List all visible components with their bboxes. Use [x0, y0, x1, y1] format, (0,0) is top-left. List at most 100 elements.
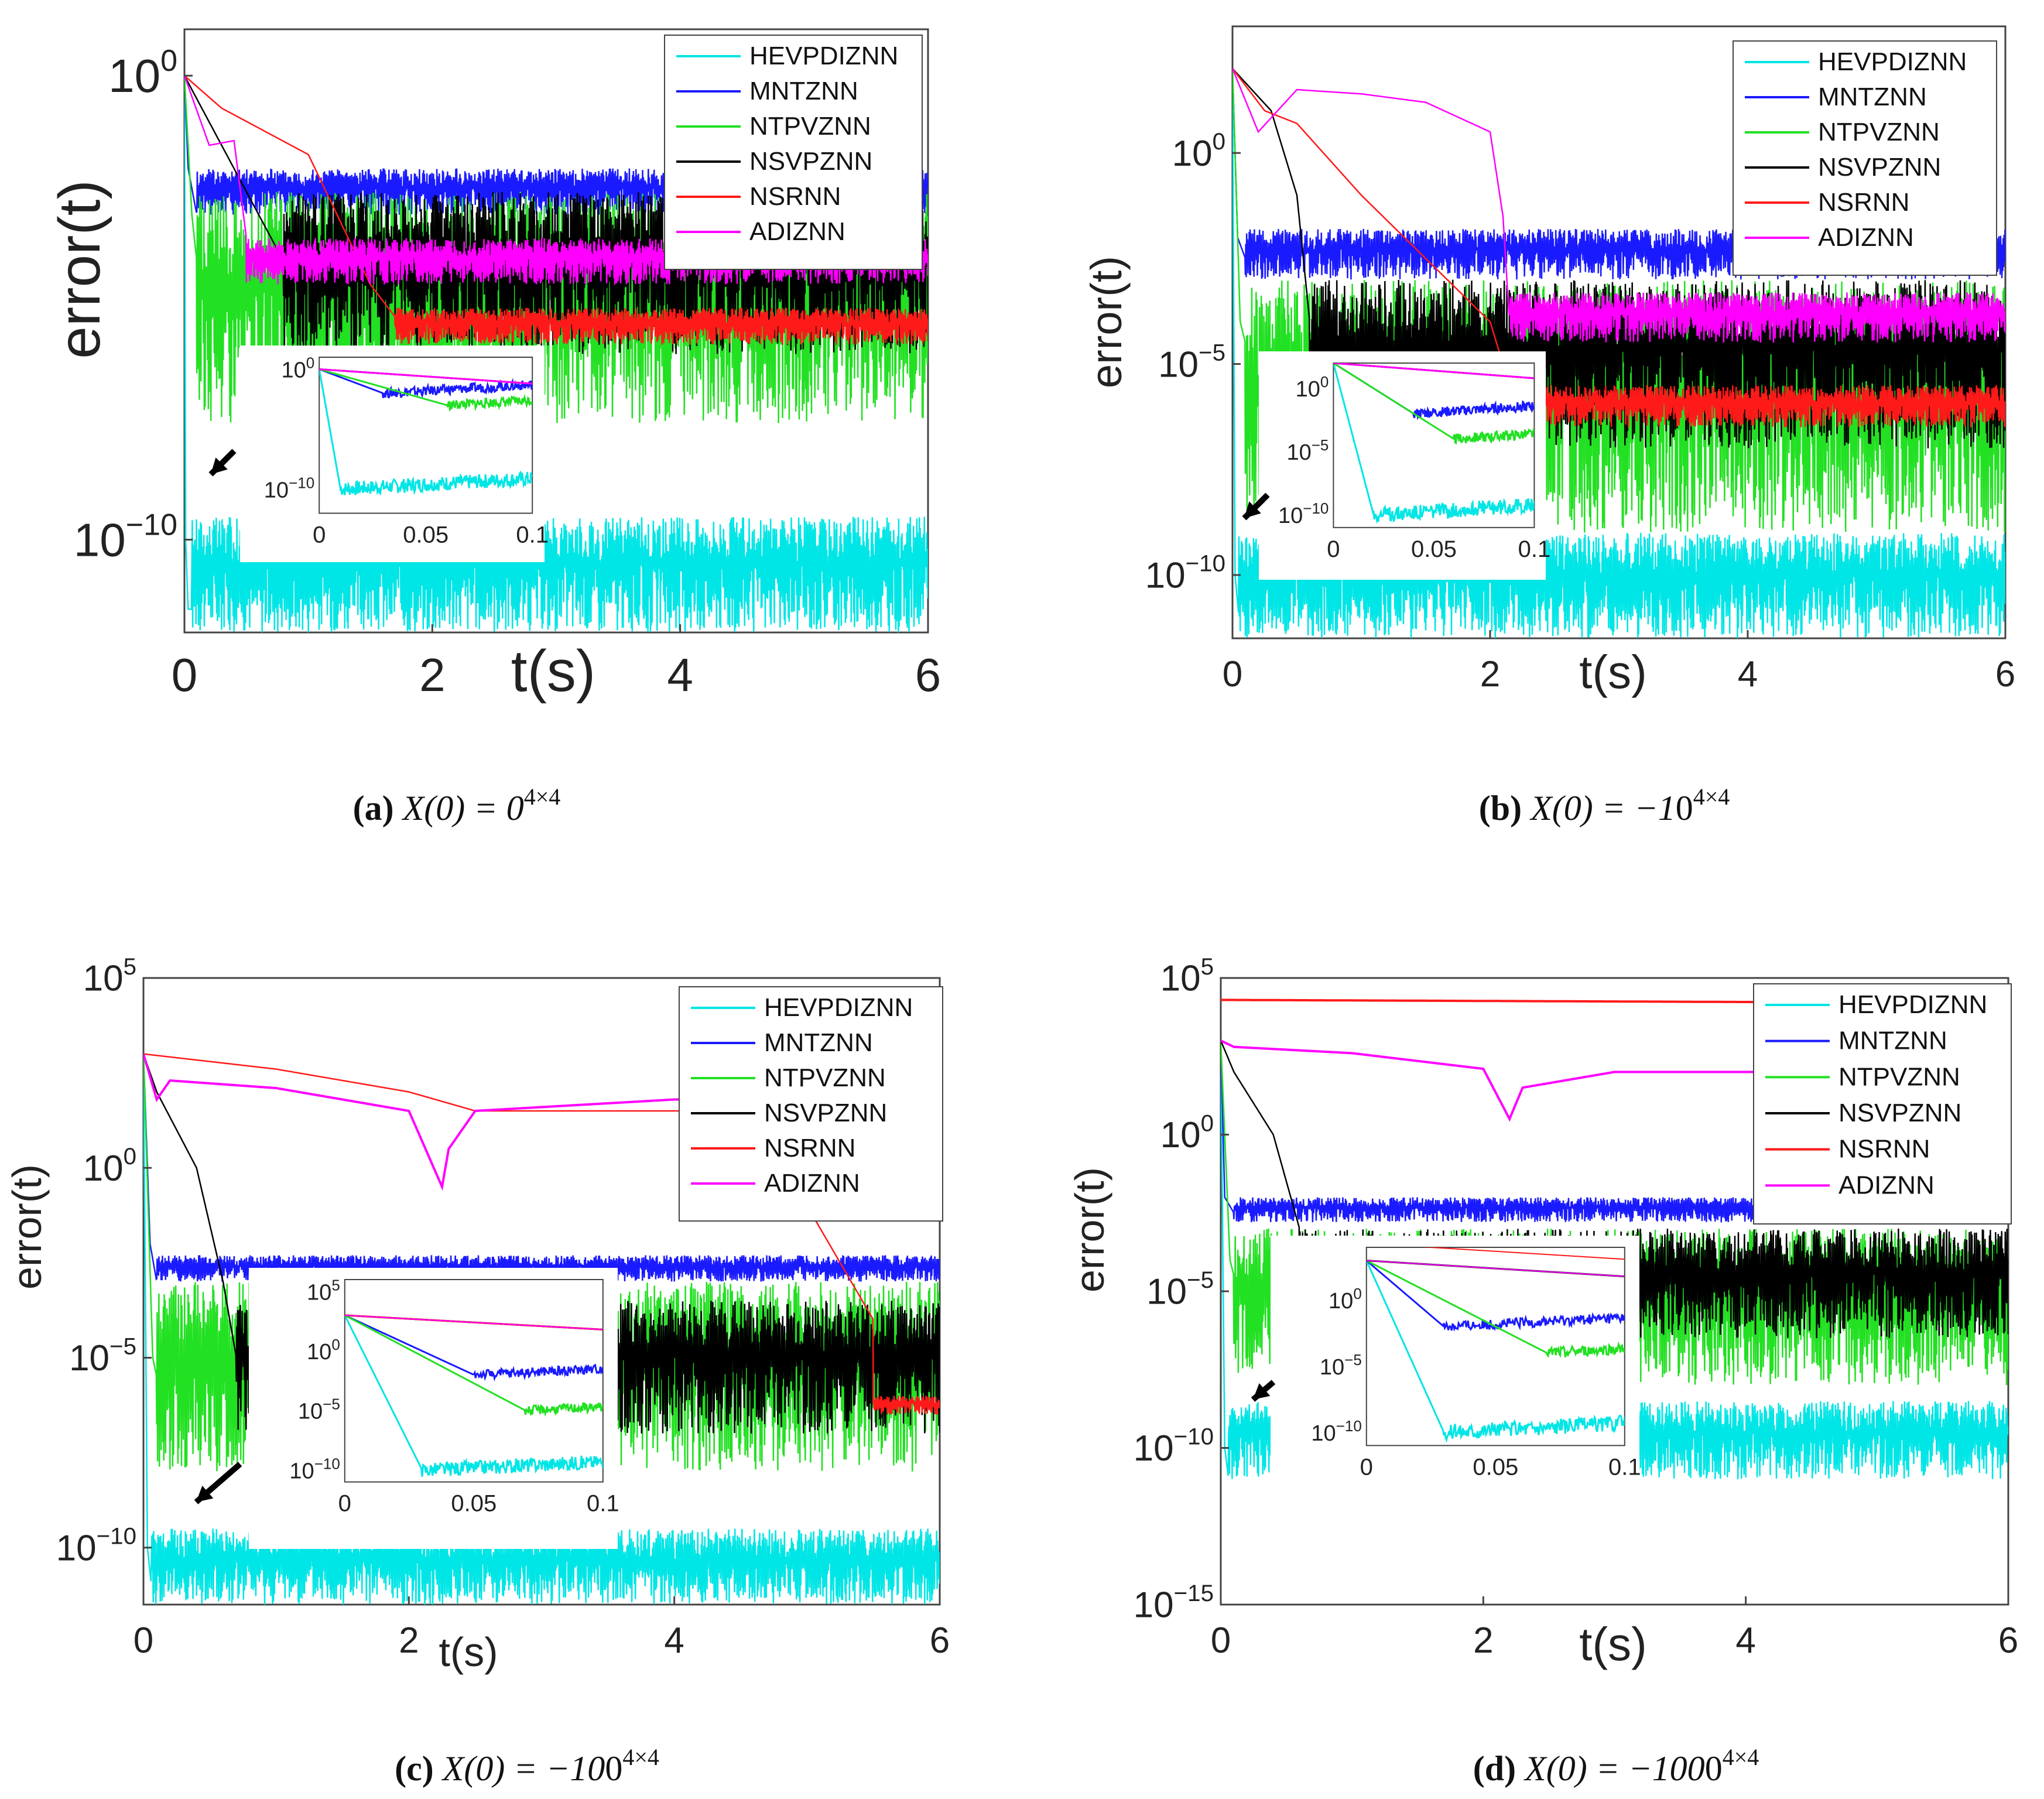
inset-y-tick-label: 10−10 [1311, 1417, 1361, 1446]
inset-y-tick-base: 10 [289, 1459, 314, 1483]
y-tick-base: 10 [56, 1528, 97, 1568]
inset-series-NTPVZNN [1366, 1260, 1625, 1358]
inset-series-ADIZNN [319, 368, 533, 385]
caption-superscript: 4×4 [524, 784, 561, 810]
y-tick-label: 100 [1160, 1110, 1214, 1155]
legend-label: NSRNN [764, 1134, 855, 1162]
inset-y-tick-label: 10−5 [298, 1396, 340, 1424]
y-tick-base: 10 [1146, 1272, 1187, 1312]
legend: HEVPDIZNN MNTZNN NTPVZNN NSVPZNN NSRNN ADIZNN [1753, 983, 2012, 1225]
y-tick-label: 10−10 [56, 1523, 136, 1569]
inset-x-tick-label: 0 [1327, 536, 1340, 562]
y-tick-label: 10−5 [1158, 339, 1225, 385]
inset-y-tick-exponent: −10 [289, 474, 314, 491]
y-axis-label: error(t) [47, 180, 112, 359]
y-tick-exponent: −10 [126, 508, 177, 542]
series-line-NSRNN [184, 75, 928, 345]
inset-y-tick-base: 10 [1329, 1289, 1353, 1314]
x-tick-label: 0 [1211, 1620, 1231, 1661]
y-tick-base: 10 [1158, 344, 1199, 385]
y-tick-base: 10 [1145, 556, 1186, 596]
legend-label: NSRNN [749, 182, 841, 211]
y-axis-label: error(t) [1082, 256, 1131, 388]
y-tick-exponent: −10 [1186, 550, 1225, 577]
inset-y-tick-base: 10 [1311, 1421, 1336, 1446]
legend-label: MNTZNN [1838, 1027, 1947, 1055]
inset-y-tick-exponent: −5 [1344, 1351, 1362, 1369]
legend-label: ADIZNN [749, 217, 845, 246]
x-tick-label: 2 [399, 1620, 419, 1661]
inset-x-tick-label: 0.1 [1518, 536, 1551, 562]
inset-y-tick-label: 10−5 [1286, 436, 1329, 465]
caption-letter: (b) [1479, 789, 1522, 827]
inset-y-tick-base: 10 [1320, 1355, 1344, 1380]
legend-label: NSRNN [1818, 188, 1909, 217]
y-tick-label: 10−5 [69, 1333, 136, 1379]
y-tick-exponent: −10 [1174, 1423, 1214, 1449]
legend-label: NSVPZNN [1838, 1099, 1961, 1127]
x-tick-label: 4 [667, 649, 693, 701]
inset-y-tick-exponent: −10 [1336, 1417, 1362, 1435]
x-tick-label: 0 [1223, 654, 1242, 695]
x-tick-label: 6 [1995, 654, 2015, 695]
x-tick-label: 2 [1473, 1620, 1493, 1661]
series-line-HEVPDIZNN [1232, 69, 2005, 638]
inset-series-NSRNN [1421, 1247, 1625, 1260]
inset-x-tick-label: 0 [313, 522, 326, 548]
zoom-arrow-head [211, 457, 228, 474]
caption-letter: (d) [1473, 1749, 1516, 1788]
inset-series-MNTZNN [344, 1314, 603, 1382]
inset-y-tick-label: 100 [307, 1336, 340, 1364]
inset-y-tick-label: 10−10 [289, 1455, 340, 1483]
caption-superscript: 4×4 [1723, 1744, 1759, 1770]
legend-box [1733, 40, 1997, 276]
legend-label: HEVPDIZNN [1838, 990, 1987, 1019]
y-tick-exponent: 0 [160, 44, 177, 78]
zoom-arrow-head [1244, 501, 1261, 518]
inset-x-tick-label: 0.05 [403, 522, 448, 548]
x-axis-label: t(s) [511, 638, 595, 704]
y-tick-base: 10 [1160, 959, 1201, 999]
inset-y-tick-exponent: 5 [331, 1276, 340, 1294]
y-tick-base: 10 [1160, 1115, 1201, 1155]
caption: (c) X(0) = −1004×4 [395, 1744, 659, 1788]
y-tick-exponent: 0 [1201, 1110, 1214, 1136]
inset-series-MNTZNN [1366, 1260, 1625, 1332]
legend: HEVPDIZNN MNTZNN NTPVZNN NSVPZNN NSRNN ADIZNN [664, 35, 923, 270]
y-tick-label: 105 [83, 953, 136, 999]
caption: (d) X(0) = −10004×4 [1473, 1744, 1759, 1788]
legend-label: NSRNN [1838, 1135, 1930, 1164]
y-tick-label: 10−15 [1134, 1580, 1214, 1626]
legend-box [664, 35, 923, 270]
x-tick-label: 6 [915, 649, 941, 701]
y-tick-exponent: 0 [1213, 128, 1225, 155]
legend-label: ADIZNN [764, 1169, 860, 1198]
inset-series-HEVPDIZNN [319, 369, 533, 495]
caption-expression: X(0) = 0 [394, 789, 524, 827]
series-line-ADIZNN [1232, 68, 2005, 343]
caption-expression: X(0) = −100 [1516, 1749, 1705, 1788]
zoom-arrow-head [196, 1485, 214, 1502]
y-tick-exponent: 5 [124, 953, 136, 980]
y-tick-exponent: −5 [1187, 1267, 1214, 1293]
inset-y-tick-exponent: −5 [323, 1396, 340, 1413]
inset-y-tick-exponent: 0 [331, 1336, 340, 1353]
y-tick-exponent: 0 [124, 1143, 136, 1169]
inset-x-tick-label: 0.1 [1608, 1454, 1641, 1480]
legend-label: NSVPZNN [764, 1099, 887, 1127]
x-tick-label: 0 [172, 649, 198, 701]
y-axis-label: error(t) [1067, 1167, 1112, 1292]
inset-series-ADIZNN [1333, 363, 1535, 379]
legend-label: NTPVZNN [1818, 118, 1940, 146]
inset-y-tick-label: 100 [1329, 1285, 1362, 1314]
legend-label: NSVPZNN [749, 147, 872, 176]
inset-y-tick-label: 10−10 [264, 474, 314, 502]
inset-series-group [319, 368, 533, 495]
series-line-HEVPDIZNN [143, 1054, 940, 1605]
